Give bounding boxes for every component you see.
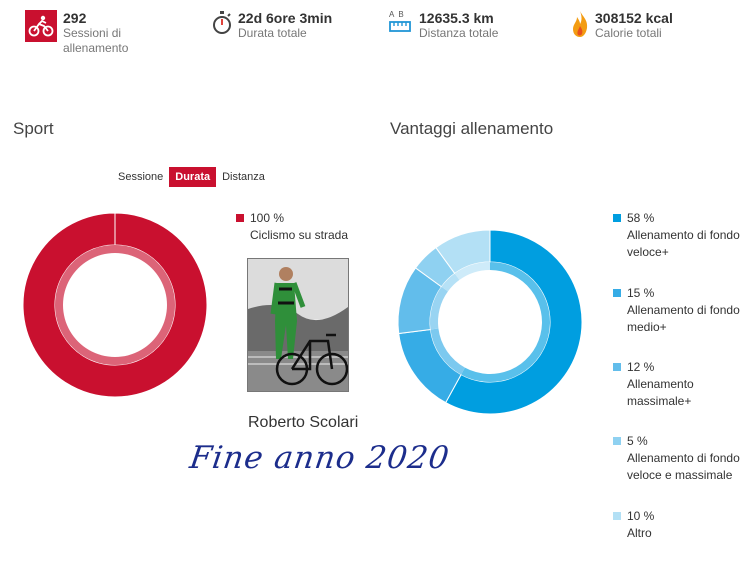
donut-slice-inner-ring [441, 273, 460, 292]
vantaggi-donut-chart [397, 229, 583, 415]
profile-name: Roberto Scolari [248, 414, 359, 431]
sport-tabs: Sessione Durata Distanza [112, 167, 271, 187]
legend-name-line1: Allenamento [627, 377, 694, 391]
legend-name-line1: Allenamento di fondo [627, 303, 740, 317]
legend-percent: 5 % [627, 434, 648, 448]
donut-slice-inner-ring [54, 245, 175, 365]
cycling-icon [25, 10, 57, 42]
donut-slice-inner-ring [430, 328, 465, 375]
flame-icon [571, 10, 589, 43]
donut-slice-inner-ring [430, 286, 448, 330]
distance-label: Distanza totale [419, 26, 499, 40]
sport-donut-chart [22, 212, 208, 398]
sessions-value: 292 [63, 10, 87, 26]
calories-value: 308152 kcal [595, 10, 673, 26]
vantaggi-legend-item: 15 % Allenamento di fondo medio+ [613, 285, 740, 336]
stat-sessions: 292 Sessioni di allenamento [25, 10, 128, 56]
legend-swatch [613, 214, 621, 222]
profile-photo [247, 258, 349, 392]
vantaggi-legend-item: 58 % Allenamento di fondo veloce+ [613, 210, 740, 261]
donut-slice[interactable] [22, 212, 208, 398]
legend-name-line2: medio+ [627, 320, 667, 334]
donut-slice-inner-ring [454, 262, 490, 280]
legend-percent: 15 % [627, 286, 655, 300]
stopwatch-icon [212, 10, 232, 41]
distance-value: 12635.3 km [419, 10, 494, 26]
legend-swatch [613, 437, 621, 445]
stat-calories: 308152 kcal Calorie totali [571, 10, 673, 43]
stat-duration: 22d 6ore 3min Durata totale [212, 10, 332, 41]
calories-label: Calorie totali [595, 26, 662, 40]
sport-legend-name: Ciclismo su strada [250, 228, 349, 242]
legend-name-line1: Allenamento di fondo [627, 228, 740, 242]
legend-swatch [613, 363, 621, 371]
legend-percent: 10 % [627, 509, 655, 523]
legend-name-line1: Altro [627, 526, 652, 540]
vantaggi-title: Vantaggi allenamento [390, 119, 554, 138]
duration-label: Durata totale [238, 26, 307, 40]
legend-name-line2: massimale+ [627, 394, 692, 408]
legend-swatch [613, 289, 621, 297]
legend-percent: 12 % [627, 360, 655, 374]
legend-name-line2: veloce e massimale [627, 468, 733, 482]
sport-legend-item: 100 % Ciclismo su strada [236, 210, 348, 244]
duration-value: 22d 6ore 3min [238, 10, 333, 26]
sport-legend-percent: 100 % [250, 211, 285, 225]
sport-title: Sport [13, 119, 54, 138]
donut-slice-inner-ring [461, 262, 550, 382]
tab-durata[interactable]: Durata [169, 167, 217, 187]
distance-prefix: A B [389, 10, 404, 19]
ruler-icon [389, 19, 413, 37]
legend-percent: 58 % [627, 211, 655, 225]
legend-name-line2: veloce+ [627, 245, 669, 259]
tab-sessione[interactable]: Sessione [118, 171, 164, 183]
tab-distanza[interactable]: Distanza [222, 171, 265, 183]
sessions-label-2: allenamento [63, 41, 129, 55]
stat-distance: A B 12635.3 km Distanza totale [389, 10, 498, 41]
vantaggi-legend-item: 5 % Allenamento di fondo veloce e massim… [613, 433, 740, 484]
legend-swatch [236, 214, 244, 222]
legend-swatch [613, 512, 621, 520]
vantaggi-legend-item: 12 % Allenamento massimale+ [613, 359, 694, 410]
sessions-label-1: Sessioni di [63, 26, 122, 40]
vantaggi-legend-item: 10 % Altro [613, 508, 654, 542]
legend-name-line1: Allenamento di fondo [627, 451, 740, 465]
